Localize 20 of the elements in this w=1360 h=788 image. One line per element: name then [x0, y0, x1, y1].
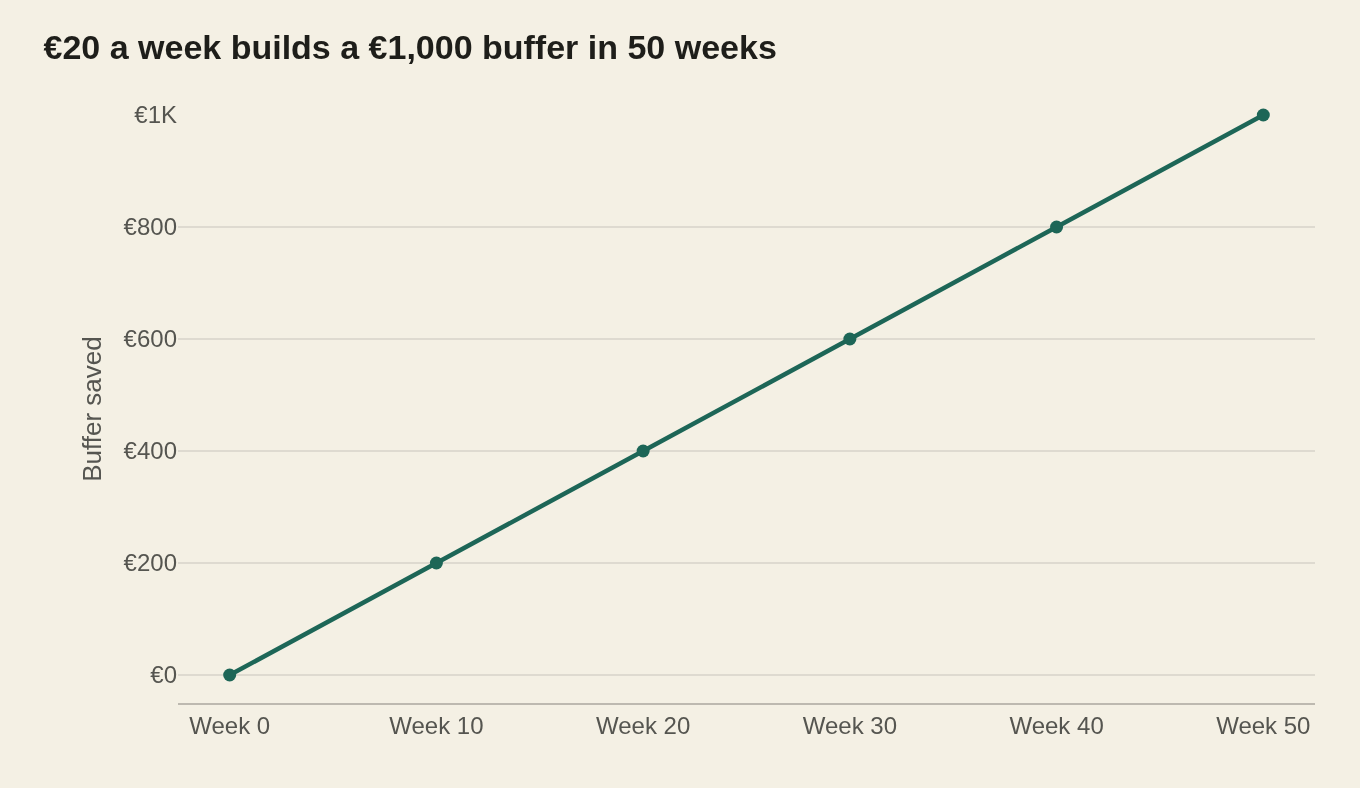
point: [843, 332, 857, 346]
x-tick-label: Week 40: [1009, 711, 1104, 739]
y-axis-title: Buffer saved: [77, 336, 108, 482]
x-tick-label: Week 20: [596, 711, 691, 739]
y-tick-label: €600: [123, 325, 177, 353]
y-tick-label: €0: [150, 661, 177, 689]
y-tick-label: €200: [123, 549, 177, 577]
point: [1256, 108, 1270, 122]
point: [429, 556, 443, 570]
x-tick-label: Week 10: [389, 711, 484, 739]
y-tick-label: €800: [123, 213, 177, 241]
x-tick-label: Week 50: [1216, 711, 1311, 739]
y-tick-label: €1K: [134, 101, 177, 129]
y-tick-label: €400: [123, 437, 177, 465]
x-tick-label: Week 0: [189, 711, 271, 739]
x-tick-label: Week 30: [802, 711, 897, 739]
chart-title: €20 a week builds a €1,000 buffer in 50 weeks: [43, 28, 777, 67]
point: [223, 668, 237, 682]
point: [636, 444, 650, 458]
point: [1050, 220, 1064, 234]
